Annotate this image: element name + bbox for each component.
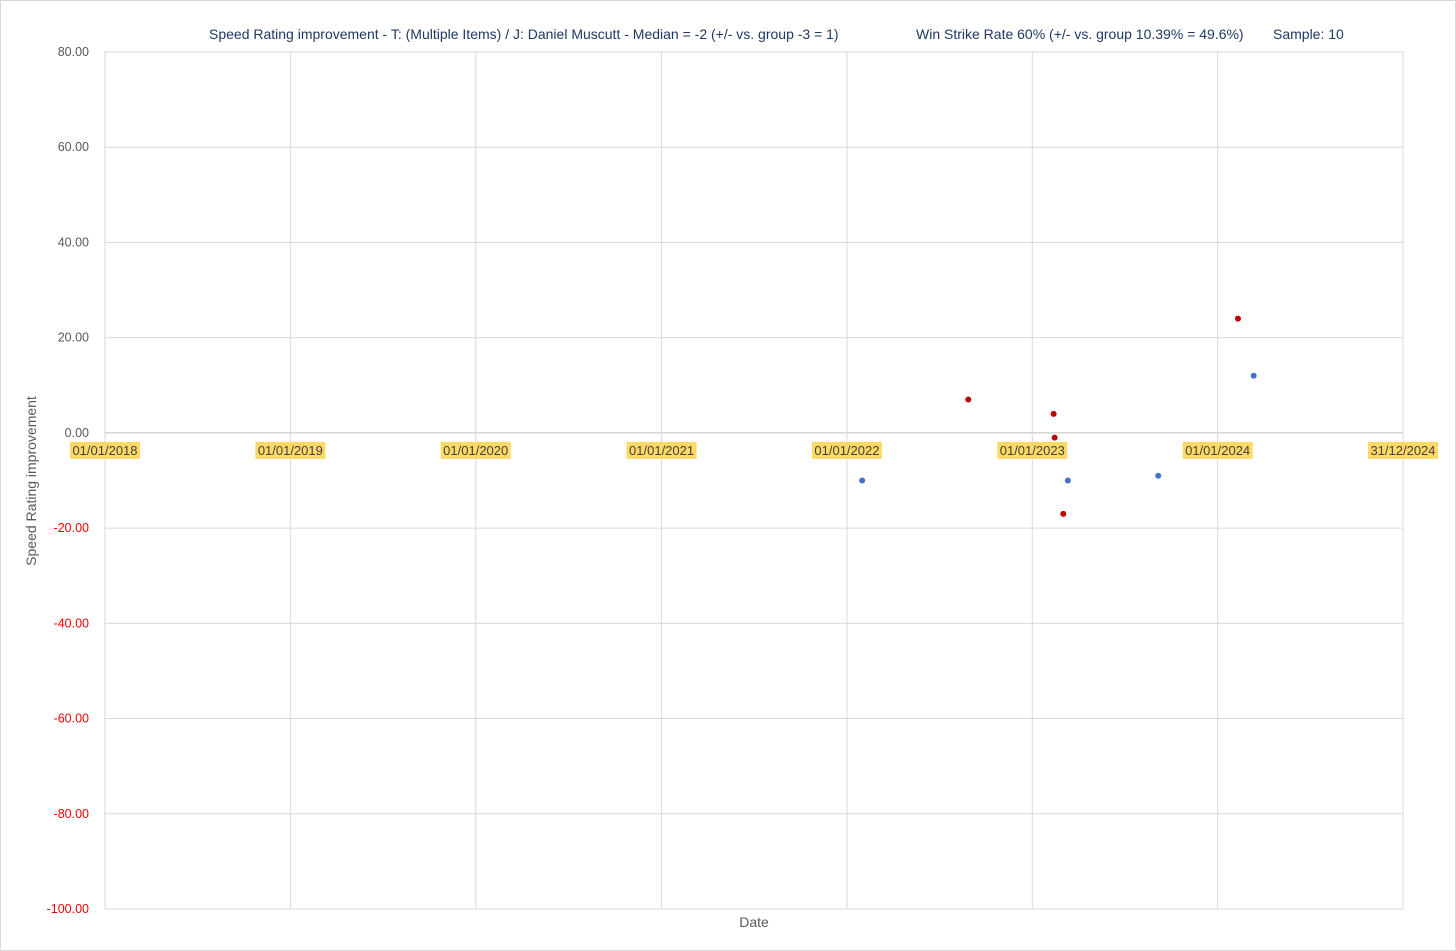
x-tick-label: 01/01/2023 <box>1000 443 1065 458</box>
data-point <box>1155 472 1162 479</box>
chart-title-sample: Sample: 10 <box>1273 26 1344 42</box>
chart-title-main: Speed Rating improvement - T: (Multiple … <box>209 26 839 42</box>
data-point <box>1250 372 1257 379</box>
y-tick-label: 20.00 <box>58 331 89 345</box>
data-point <box>859 477 866 484</box>
data-point <box>1234 315 1241 322</box>
x-tick-label-background <box>1182 441 1253 459</box>
grid <box>104 51 1404 910</box>
x-tick-label: 01/01/2020 <box>443 443 508 458</box>
x-axis-ticks: 01/01/2018 01/01/2019 01/01/2020 01/01/2021… <box>70 441 1438 459</box>
data-point <box>965 396 972 403</box>
x-axis-title: Date <box>739 914 769 930</box>
y-tick-label: -60.00 <box>54 712 89 726</box>
y-axis-title: Speed Rating improvement <box>23 396 39 566</box>
data-point <box>1050 410 1057 417</box>
x-tick-label: 01/01/2024 <box>1185 443 1250 458</box>
y-axis-ticks: 80.00 60.00 40.00 20.00 0.00 -20.00 -40.00 -60.… <box>47 45 89 916</box>
x-tick-label: 01/01/2021 <box>629 443 694 458</box>
x-tick-label-background <box>255 441 326 459</box>
x-tick-label: 01/01/2019 <box>258 443 323 458</box>
y-tick-label: -20.00 <box>54 521 89 535</box>
data-point <box>1051 434 1058 441</box>
data-points <box>859 315 1257 517</box>
y-tick-label: 40.00 <box>58 235 89 249</box>
data-point <box>1060 510 1067 517</box>
x-tick-label-background <box>997 441 1068 459</box>
plot-area-border <box>104 51 1404 910</box>
y-tick-label: -80.00 <box>54 807 89 821</box>
x-tick-label: 01/01/2022 <box>814 443 879 458</box>
y-tick-label: -100.00 <box>47 902 89 916</box>
x-tick-label-background <box>626 441 697 459</box>
y-tick-label: 60.00 <box>58 140 89 154</box>
data-point <box>1064 477 1071 484</box>
x-tick-label-background <box>1368 441 1438 459</box>
y-tick-label: -40.00 <box>54 616 89 630</box>
x-tick-label-background <box>811 441 882 459</box>
y-tick-label: 0.00 <box>65 426 89 440</box>
chart-title-win-strike-rate: Win Strike Rate 60% (+/- vs. group 10.39… <box>916 26 1244 42</box>
x-tick-label-background <box>70 441 140 459</box>
y-tick-label: 80.00 <box>58 45 89 59</box>
x-tick-label: 01/01/2018 <box>72 443 137 458</box>
x-tick-label: 31/12/2024 <box>1370 443 1435 458</box>
x-tick-label-background <box>440 441 511 459</box>
